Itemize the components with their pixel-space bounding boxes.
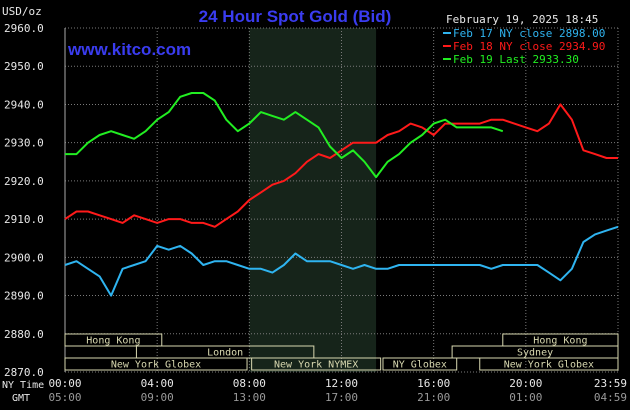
session-label: NY Globex [393,360,447,371]
y-tick-label: 2960.0 [4,22,44,35]
x-tick-label-ny: 00:00 [48,377,81,390]
session-label: New York Globex [111,360,201,371]
x-tick-label-ny: 20:00 [509,377,542,390]
x-tick-label-gmt: 09:00 [141,391,174,404]
x-tick-label-ny: 08:00 [233,377,266,390]
legend-entry: Feb 18 NY close 2934.90 [453,40,605,53]
y-tick-label: 2910.0 [4,213,44,226]
market-session-bars: Hong Kong London New York Globex New York N… [64,333,619,371]
y-tick-label: 2950.0 [4,60,44,73]
session-label: New York NYMEX [274,360,358,371]
session-bar [479,357,619,371]
legend-entry: Feb 19 Last 2933.30 [453,53,579,66]
series-line [64,225,619,297]
x-axis-tick-labels: 00:00 04:00 08:00 12:00 16:00 20:00 23:59 05:00… [48,377,627,404]
session-label: Hong Kong [86,336,140,347]
price-series [64,92,619,297]
legend-entry: Feb 17 NY close 2898.00 [453,27,605,40]
x-tick-label-ny: 23:59 [594,377,627,390]
y-axis-unit-label: USD/oz [2,5,42,18]
x-tick-label-gmt: 13:00 [233,391,266,404]
y-tick-label: 2940.0 [4,98,44,111]
y-tick-label: 2920.0 [4,175,44,188]
date-timestamp: February 19, 2025 18:45 [446,13,598,26]
session-label: New York Globex [504,360,594,371]
y-tick-label: 2930.0 [4,137,44,150]
grid-lines [64,27,619,373]
x-tick-label-gmt: 04:59 [594,391,627,404]
series-line [65,92,504,179]
y-tick-label: 2900.0 [4,251,44,264]
series-line [64,103,618,228]
session-bar [64,333,163,347]
y-tick-label: 2880.0 [4,328,44,341]
chart-title: 24 Hour Spot Gold (Bid) [199,7,392,26]
website-label: www.kitco.com [67,40,191,59]
x-tick-label-gmt: 17:00 [325,391,358,404]
session-label: Hong Kong [533,336,587,347]
y-axis-tick-labels: 2960.0 2950.0 2940.0 2930.0 2920.0 2910.0 2900… [4,22,44,379]
y-tick-label: 2870.0 [4,366,44,379]
x-tick-label-gmt: 01:00 [509,391,542,404]
x-tick-label-ny: 16:00 [417,377,450,390]
x-tick-label-ny: 04:00 [141,377,174,390]
session-label: Sydney [517,348,553,359]
session-label: London [207,348,243,359]
session-bar [251,357,382,371]
new-york-session-shading [249,28,377,372]
session-bar [382,357,458,371]
session-bar [64,357,248,371]
x-tick-label-gmt: 21:00 [417,391,450,404]
y-tick-label: 2890.0 [4,290,44,303]
x-tick-label-ny: 12:00 [325,377,358,390]
x-tick-label-gmt: 05:00 [48,391,81,404]
x-axis-label-gmt: GMT [12,393,30,404]
x-axis-label-ny: NY Time [2,380,44,391]
